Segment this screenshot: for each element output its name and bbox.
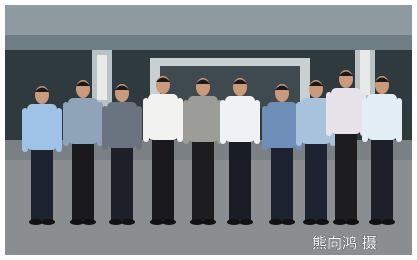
legs bbox=[152, 136, 174, 220]
shoe bbox=[162, 219, 176, 225]
legs bbox=[192, 138, 214, 220]
legs bbox=[371, 136, 393, 220]
shoe bbox=[333, 219, 347, 225]
torso bbox=[107, 102, 137, 148]
left-arm bbox=[143, 98, 149, 142]
left-arm bbox=[183, 100, 189, 144]
shoe bbox=[381, 219, 395, 225]
torso bbox=[331, 88, 361, 134]
shoe bbox=[281, 219, 295, 225]
shoe bbox=[345, 219, 359, 225]
legs bbox=[72, 140, 94, 220]
right-arm bbox=[136, 106, 142, 150]
shoe bbox=[269, 219, 283, 225]
shoe bbox=[121, 219, 135, 225]
facade-top bbox=[5, 5, 412, 35]
shoe bbox=[202, 219, 216, 225]
torso bbox=[225, 96, 255, 142]
torso bbox=[367, 94, 397, 140]
left-arm bbox=[326, 92, 332, 136]
sign bbox=[360, 50, 370, 95]
right-arm bbox=[177, 98, 183, 142]
sign bbox=[97, 55, 107, 100]
left-arm bbox=[102, 106, 108, 150]
legs bbox=[335, 130, 357, 220]
torso bbox=[68, 98, 98, 144]
left-arm bbox=[362, 98, 368, 142]
shoe bbox=[239, 219, 253, 225]
shoe bbox=[190, 219, 204, 225]
shoe bbox=[369, 219, 383, 225]
right-arm bbox=[396, 98, 402, 142]
torso bbox=[267, 102, 297, 148]
shoe bbox=[29, 219, 43, 225]
legs bbox=[229, 138, 251, 220]
torso bbox=[27, 104, 57, 150]
left-arm bbox=[262, 106, 268, 150]
left-arm bbox=[296, 102, 302, 146]
right-arm bbox=[56, 108, 62, 152]
left-arm bbox=[63, 102, 69, 146]
right-arm bbox=[254, 100, 260, 144]
torso bbox=[188, 96, 218, 142]
torso bbox=[148, 94, 178, 140]
left-arm bbox=[22, 108, 28, 152]
canopy bbox=[5, 35, 412, 50]
shoe bbox=[41, 219, 55, 225]
legs bbox=[271, 144, 293, 220]
shoe bbox=[303, 219, 317, 225]
legs bbox=[305, 140, 327, 220]
page: 熊向鸿 摄 (() => { const data = JSON.parse(d… bbox=[0, 0, 417, 260]
shoe bbox=[109, 219, 123, 225]
shoe bbox=[70, 219, 84, 225]
legs bbox=[31, 146, 53, 220]
photo: 熊向鸿 摄 bbox=[0, 0, 417, 260]
shoe bbox=[150, 219, 164, 225]
left-arm bbox=[220, 100, 226, 144]
shoe bbox=[227, 219, 241, 225]
photo-credit: 熊向鸿 摄 bbox=[312, 234, 377, 252]
shoe bbox=[82, 219, 96, 225]
shoe bbox=[315, 219, 329, 225]
legs bbox=[111, 144, 133, 220]
